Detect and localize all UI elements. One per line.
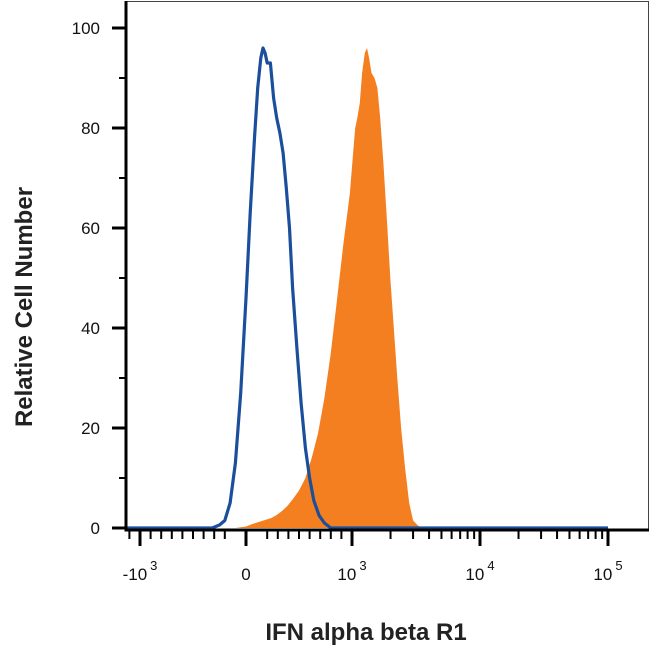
plot-frame (126, 1, 649, 531)
series-layer (126, 46, 608, 530)
x-axis-title: IFN alpha beta R1 (265, 619, 466, 646)
y-tick-label: 20 (81, 419, 100, 438)
y-axis-title: Relative Cell Number (11, 187, 38, 427)
x-tick-label: 10 5 (593, 558, 622, 584)
y-tick-label: 80 (81, 119, 100, 138)
y-ticks-layer: 100 80 60 40 20 0 (72, 19, 126, 538)
x-tick-label: 10 4 (465, 558, 494, 584)
x-ticks-layer: -10 3 0 10 3 10 4 10 5 (123, 530, 623, 584)
x-tick-label: -10 3 (123, 558, 158, 584)
series-1-outline-histogram (126, 46, 608, 530)
axes-layer (124, 1, 649, 532)
y-tick-label: 60 (81, 219, 100, 238)
y-tick-label: 100 (72, 19, 100, 38)
x-tick-label: 0 (241, 565, 250, 584)
series-0-filled-histogram (214, 48, 608, 528)
x-tick-label: 10 3 (337, 558, 366, 584)
y-tick-label: 0 (91, 519, 100, 538)
y-tick-label: 40 (81, 319, 100, 338)
